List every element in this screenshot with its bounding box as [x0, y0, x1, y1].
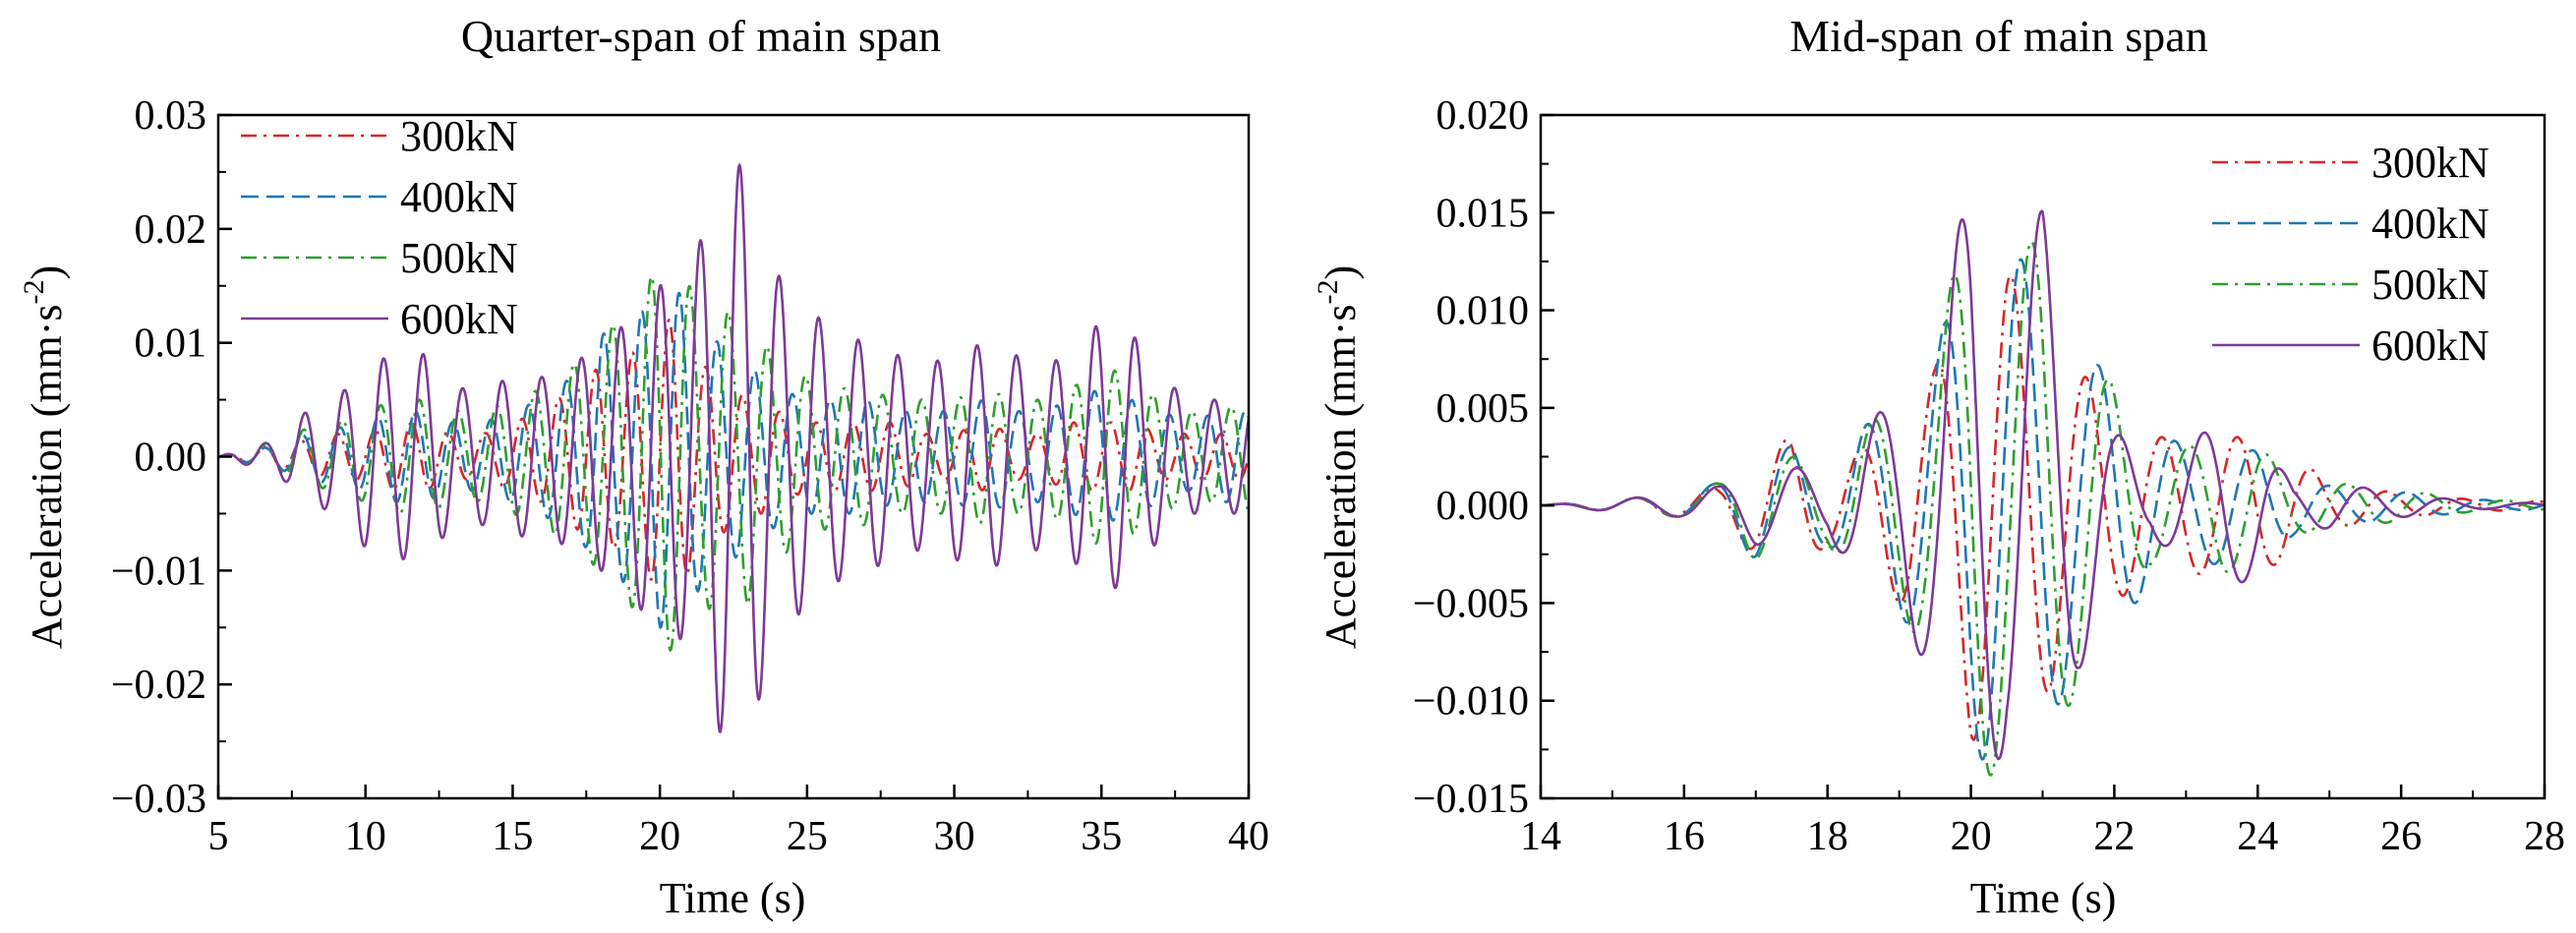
- x-axis-label: Time (s): [1970, 874, 2117, 922]
- legend-label: 600kN: [400, 295, 518, 343]
- y-tick-label: −0.015: [1413, 777, 1529, 822]
- x-tick-label: 22: [2093, 814, 2135, 859]
- series-group: [1541, 209, 2545, 777]
- x-tick-label: 40: [1228, 814, 1269, 859]
- series-line-600kN: [1541, 209, 2545, 761]
- y-axis-label: Acceleration (mm·s-2): [18, 265, 71, 649]
- x-tick-label: 30: [934, 814, 975, 859]
- series-line-400kN: [218, 291, 1249, 629]
- legend-label: 500kN: [400, 234, 518, 282]
- legend-item: 300kN: [2212, 139, 2489, 187]
- y-axis-label: Acceleration (mm·s-2): [1312, 265, 1365, 649]
- x-tick-label: 18: [1807, 814, 1848, 859]
- y-tick-label: 0.02: [135, 207, 207, 253]
- legend-label: 500kN: [2371, 261, 2489, 309]
- legend-item: 500kN: [241, 234, 518, 282]
- x-tick-label: 28: [2524, 814, 2565, 859]
- chart-mid-span: Mid-span of main span 14 16 18 20 22 24 26 28 −0…: [1312, 11, 2565, 922]
- legend-label: 600kN: [2371, 321, 2489, 370]
- series-line-600kN: [218, 162, 1249, 734]
- y-axis-label-end: ): [1317, 265, 1365, 280]
- x-tick-label: 26: [2380, 814, 2422, 859]
- y-tick-label: −0.02: [111, 663, 206, 708]
- x-tick-label: 20: [1951, 814, 1992, 859]
- plot-area: 14 16 18 20 22 24 26 28 −0.015 −0.010 −0.005 0.000 0…: [1413, 93, 2565, 859]
- legend-label: 300kN: [400, 112, 518, 160]
- y-tick-label: −0.01: [111, 549, 206, 594]
- legend-item: 400kN: [2212, 200, 2489, 248]
- legend-label: 300kN: [2371, 139, 2489, 187]
- y-tick-label: −0.005: [1413, 581, 1529, 626]
- y-tick-label: 0.03: [135, 93, 207, 139]
- legend: 300kN 400kN 500kN 600kN: [241, 112, 518, 343]
- y-axis-label-sup: -2: [18, 280, 50, 305]
- chart-title: Quarter-span of main span: [461, 11, 941, 61]
- legend-item: 300kN: [241, 112, 518, 160]
- y-axis-label-end: ): [23, 265, 71, 280]
- legend-item: 500kN: [2212, 261, 2489, 309]
- series-line-400kN: [1541, 258, 2545, 761]
- x-tick-label: 10: [345, 814, 386, 859]
- y-tick-label: 0.005: [1436, 386, 1530, 432]
- x-tick-label: 24: [2237, 814, 2278, 859]
- x-tick-label: 16: [1664, 814, 1705, 859]
- legend-item: 600kN: [2212, 321, 2489, 370]
- chart-title: Mid-span of main span: [1789, 11, 2207, 61]
- legend-item: 600kN: [241, 295, 518, 343]
- x-tick-label: 5: [208, 814, 229, 859]
- y-axis-label-main: Acceleration (mm·s: [23, 305, 71, 650]
- series-line-500kN: [218, 274, 1249, 653]
- series-group: [218, 162, 1249, 734]
- y-tick-label: 0.00: [135, 436, 207, 481]
- y-axis-label-main: Acceleration (mm·s: [1317, 305, 1365, 650]
- y-tick-label: 0.000: [1436, 484, 1530, 529]
- series-line-500kN: [1541, 240, 2545, 777]
- y-tick-label: 0.020: [1436, 93, 1530, 139]
- y-tick-label: 0.010: [1436, 289, 1530, 334]
- x-tick-label: 15: [492, 814, 533, 859]
- x-axis-label: Time (s): [660, 874, 806, 922]
- y-axis-label-sup: -2: [1312, 280, 1344, 305]
- x-tick-label: 35: [1081, 814, 1122, 859]
- x-tick-label: 25: [787, 814, 828, 859]
- legend-item: 400kN: [241, 173, 518, 221]
- y-tick-label: −0.03: [111, 777, 206, 822]
- legend-label: 400kN: [400, 173, 518, 221]
- legend-label: 400kN: [2371, 200, 2489, 248]
- y-tick-label: 0.01: [135, 321, 207, 367]
- y-tick-label: 0.015: [1436, 191, 1530, 236]
- legend: 300kN 400kN 500kN 600kN: [2212, 139, 2489, 370]
- y-tick-label: −0.010: [1413, 679, 1529, 725]
- x-tick-label: 20: [639, 814, 680, 859]
- chart-quarter-span: Quarter-span of main span 5 10 15 20 25 30 35 4…: [18, 11, 1269, 922]
- x-tick-label: 14: [1520, 814, 1561, 859]
- plot-area: 5 10 15 20 25 30 35 40 −0.03 −0.02 −0.01 0.00 0.01 0.…: [111, 93, 1269, 859]
